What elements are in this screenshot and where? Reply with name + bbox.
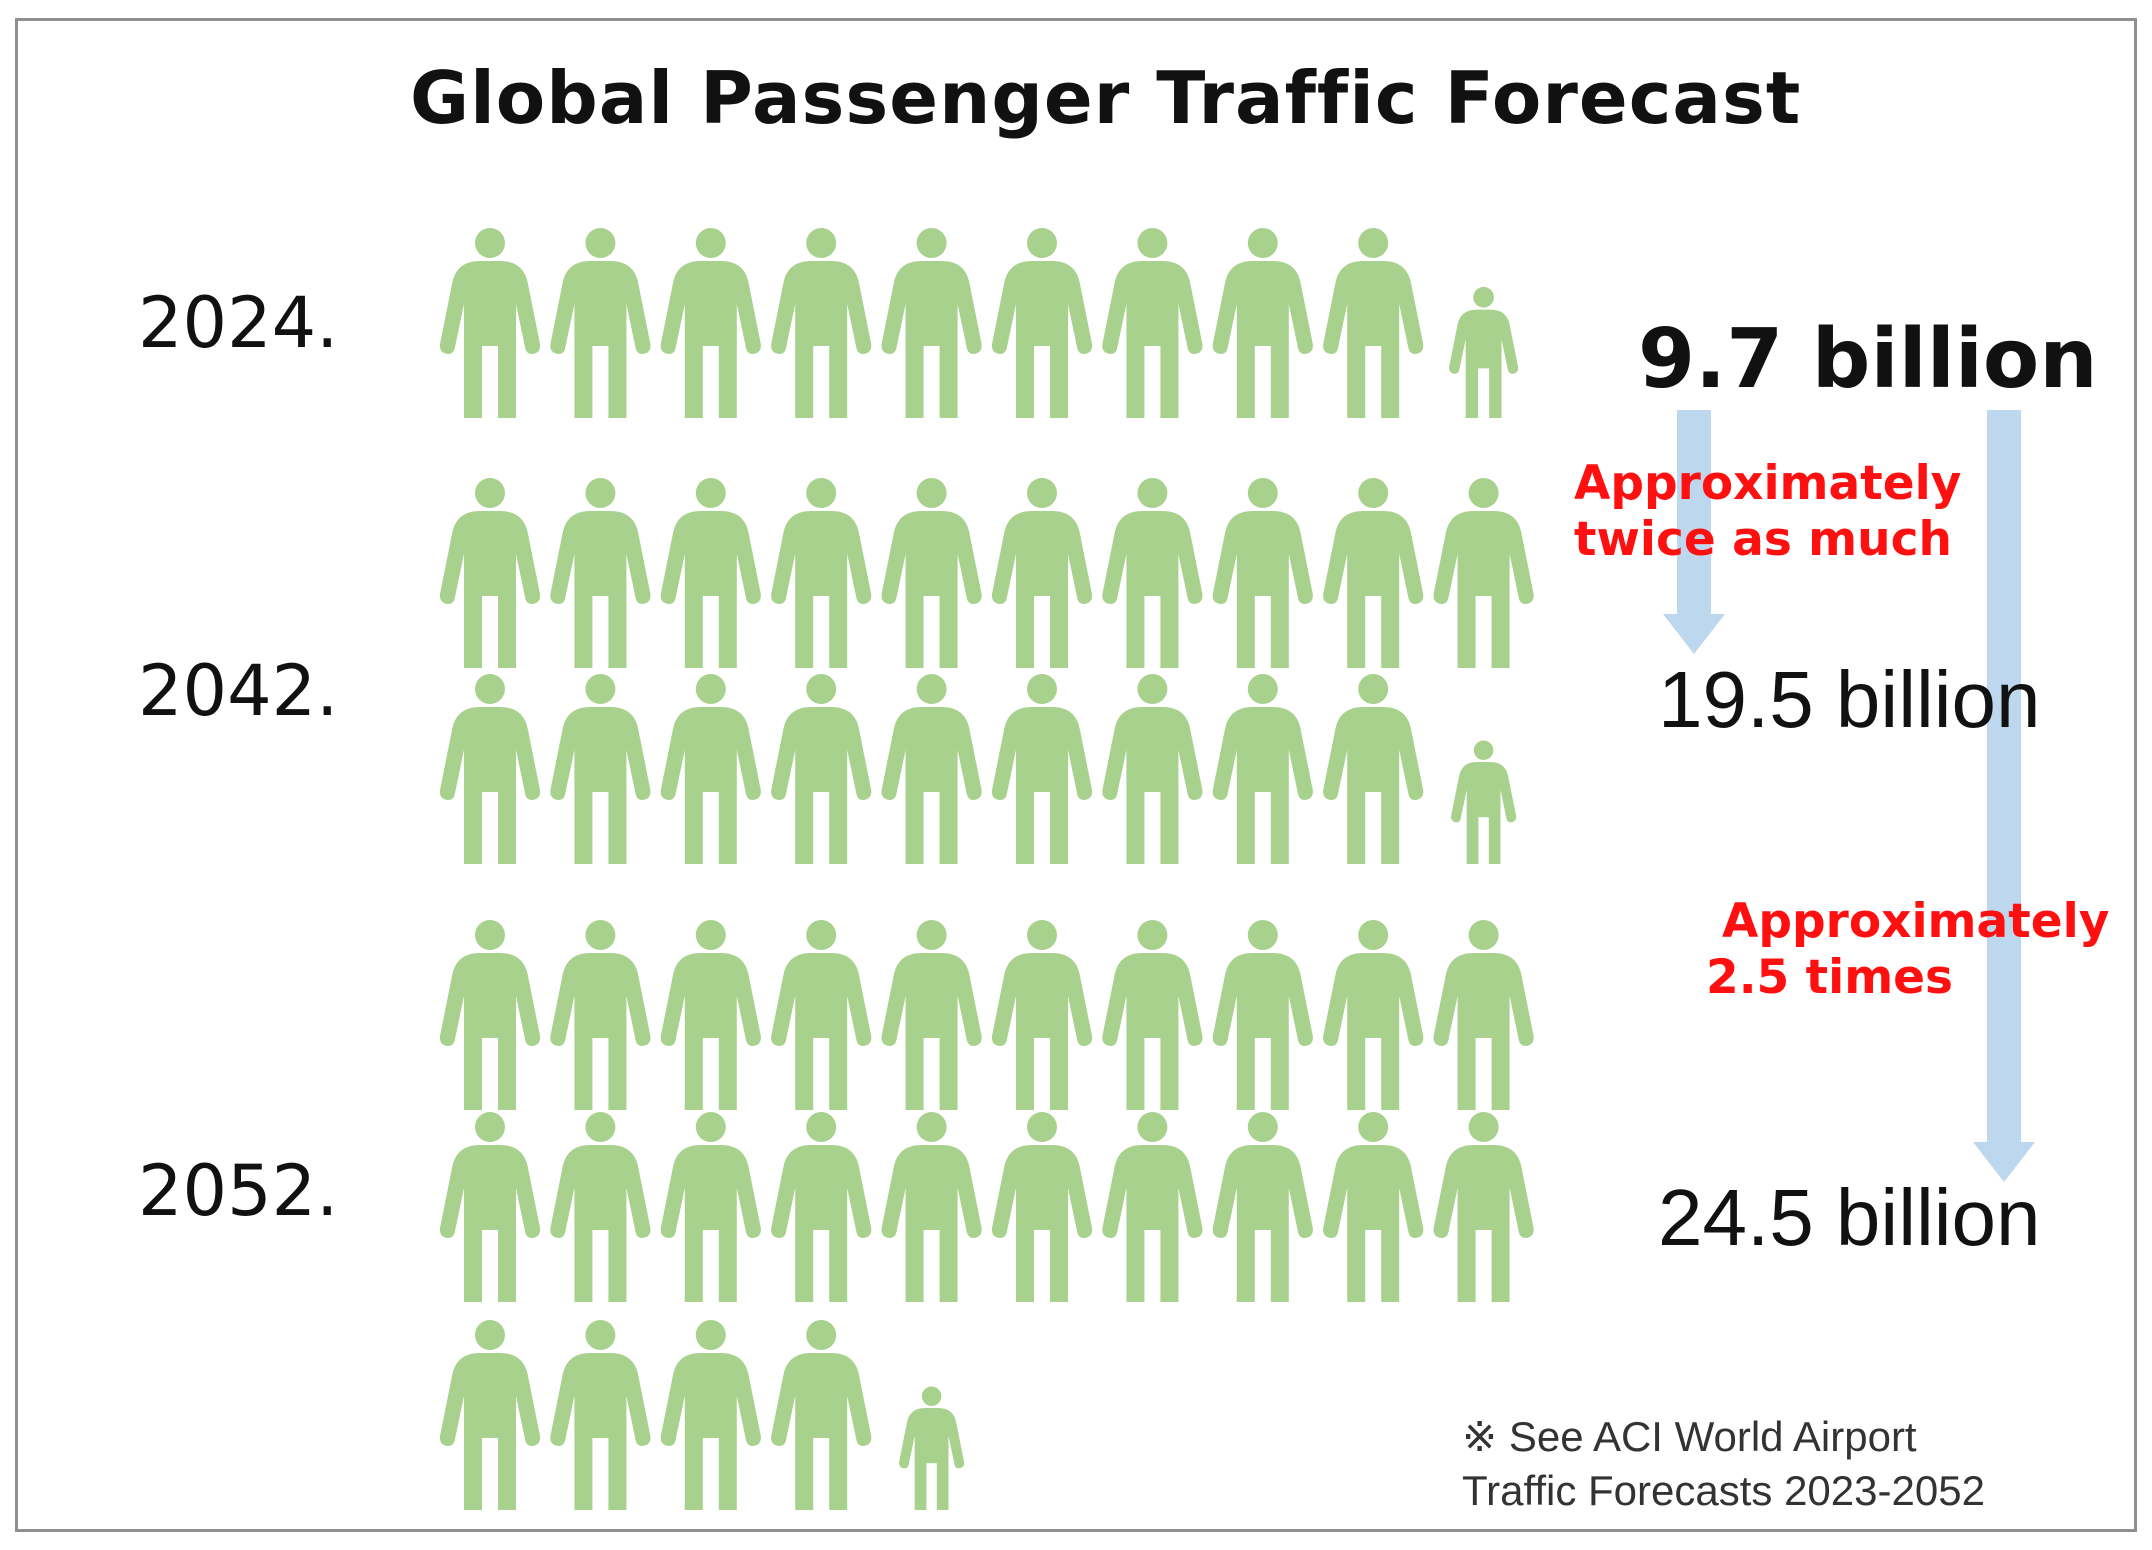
person-icon: [550, 1320, 651, 1510]
person-icon: [1102, 1112, 1203, 1302]
person-icon: [1102, 478, 1203, 668]
person-icon: [550, 1112, 651, 1302]
person-icon: [550, 920, 651, 1110]
person-icon: [771, 920, 872, 1110]
person-icon: [771, 478, 872, 668]
person-icon: [991, 674, 1093, 864]
comparison-note-2052-line1: Approximately: [1722, 894, 2110, 949]
person-icon: [1102, 228, 1203, 418]
person-icon: [1323, 674, 1424, 864]
source-footnote-line1: ※ See ACI World Airport: [1462, 1413, 1917, 1460]
person-icon: [771, 1320, 872, 1510]
year-label-2024: 2024.: [138, 282, 339, 364]
comparison-note-2042: Approximately twice as much: [1574, 456, 1961, 568]
person-icon: [1323, 228, 1424, 418]
source-footnote: ※ See ACI World Airport Traffic Forecast…: [1462, 1410, 1985, 1518]
person-icon: [660, 228, 761, 418]
person-icon: [660, 1320, 761, 1510]
year-label-2052: 2052.: [138, 1150, 339, 1232]
comparison-note-2042-line1: Approximately: [1574, 456, 1962, 511]
person-icon: [1323, 478, 1424, 668]
arrow-2024-to-2052: [1973, 410, 2035, 1182]
icons-layer: [439, 228, 1534, 1510]
person-icon: [660, 674, 761, 864]
comparison-note-2052-line2: 2.5 times: [1706, 950, 1954, 1005]
person-icon: [1212, 674, 1313, 864]
arrow-2024-to-2042: [1663, 410, 1725, 654]
person-icon: [439, 1112, 541, 1302]
person-icon: [1323, 1112, 1424, 1302]
person-icon: [660, 920, 761, 1110]
person-icon: [1323, 920, 1424, 1110]
person-icon: [881, 674, 982, 864]
person-icon: [439, 920, 541, 1110]
person-icon: [1212, 228, 1313, 418]
arrows-layer: [1663, 410, 2035, 1182]
person-icon: [991, 1112, 1093, 1302]
person-icon: [1212, 478, 1313, 668]
person-icon: [550, 674, 651, 864]
person-icon: [439, 228, 541, 418]
person-icon: [1102, 920, 1203, 1110]
person-icon: [439, 1320, 541, 1510]
source-footnote-line2: Traffic Forecasts 2023-2052: [1462, 1467, 1985, 1514]
partial-person-icon: [1451, 740, 1517, 864]
comparison-note-2042-line2: twice as much: [1574, 512, 1952, 567]
partial-person-icon: [899, 1386, 965, 1510]
person-icon: [991, 920, 1093, 1110]
person-icon: [1433, 920, 1534, 1110]
person-icon: [881, 478, 982, 668]
person-icon: [550, 478, 651, 668]
person-icon: [771, 674, 872, 864]
person-icon: [1212, 1112, 1313, 1302]
person-icon: [660, 478, 761, 668]
person-icon: [550, 228, 651, 418]
value-label-2024: 9.7 billion: [1638, 312, 2098, 407]
person-icon: [991, 478, 1093, 668]
person-icon: [660, 1112, 761, 1302]
person-icon: [881, 228, 982, 418]
person-icon: [1212, 920, 1313, 1110]
partial-person-icon: [1449, 286, 1519, 418]
value-label-2042: 19.5 billion: [1658, 655, 2041, 744]
person-icon: [1102, 674, 1203, 864]
person-icon: [991, 228, 1093, 418]
person-icon: [771, 228, 872, 418]
comparison-note-2052: Approximately 2.5 times: [1706, 894, 2109, 1006]
value-label-2052: 24.5 billion: [1658, 1173, 2041, 1262]
person-icon: [439, 478, 541, 668]
person-icon: [439, 674, 541, 864]
person-icon: [771, 1112, 872, 1302]
chart-title: Global Passenger Traffic Forecast: [410, 56, 1802, 140]
person-icon: [1433, 478, 1534, 668]
person-icon: [1433, 1112, 1534, 1302]
year-label-2042: 2042.: [138, 650, 339, 732]
person-icon: [881, 1112, 982, 1302]
person-icon: [881, 920, 982, 1110]
